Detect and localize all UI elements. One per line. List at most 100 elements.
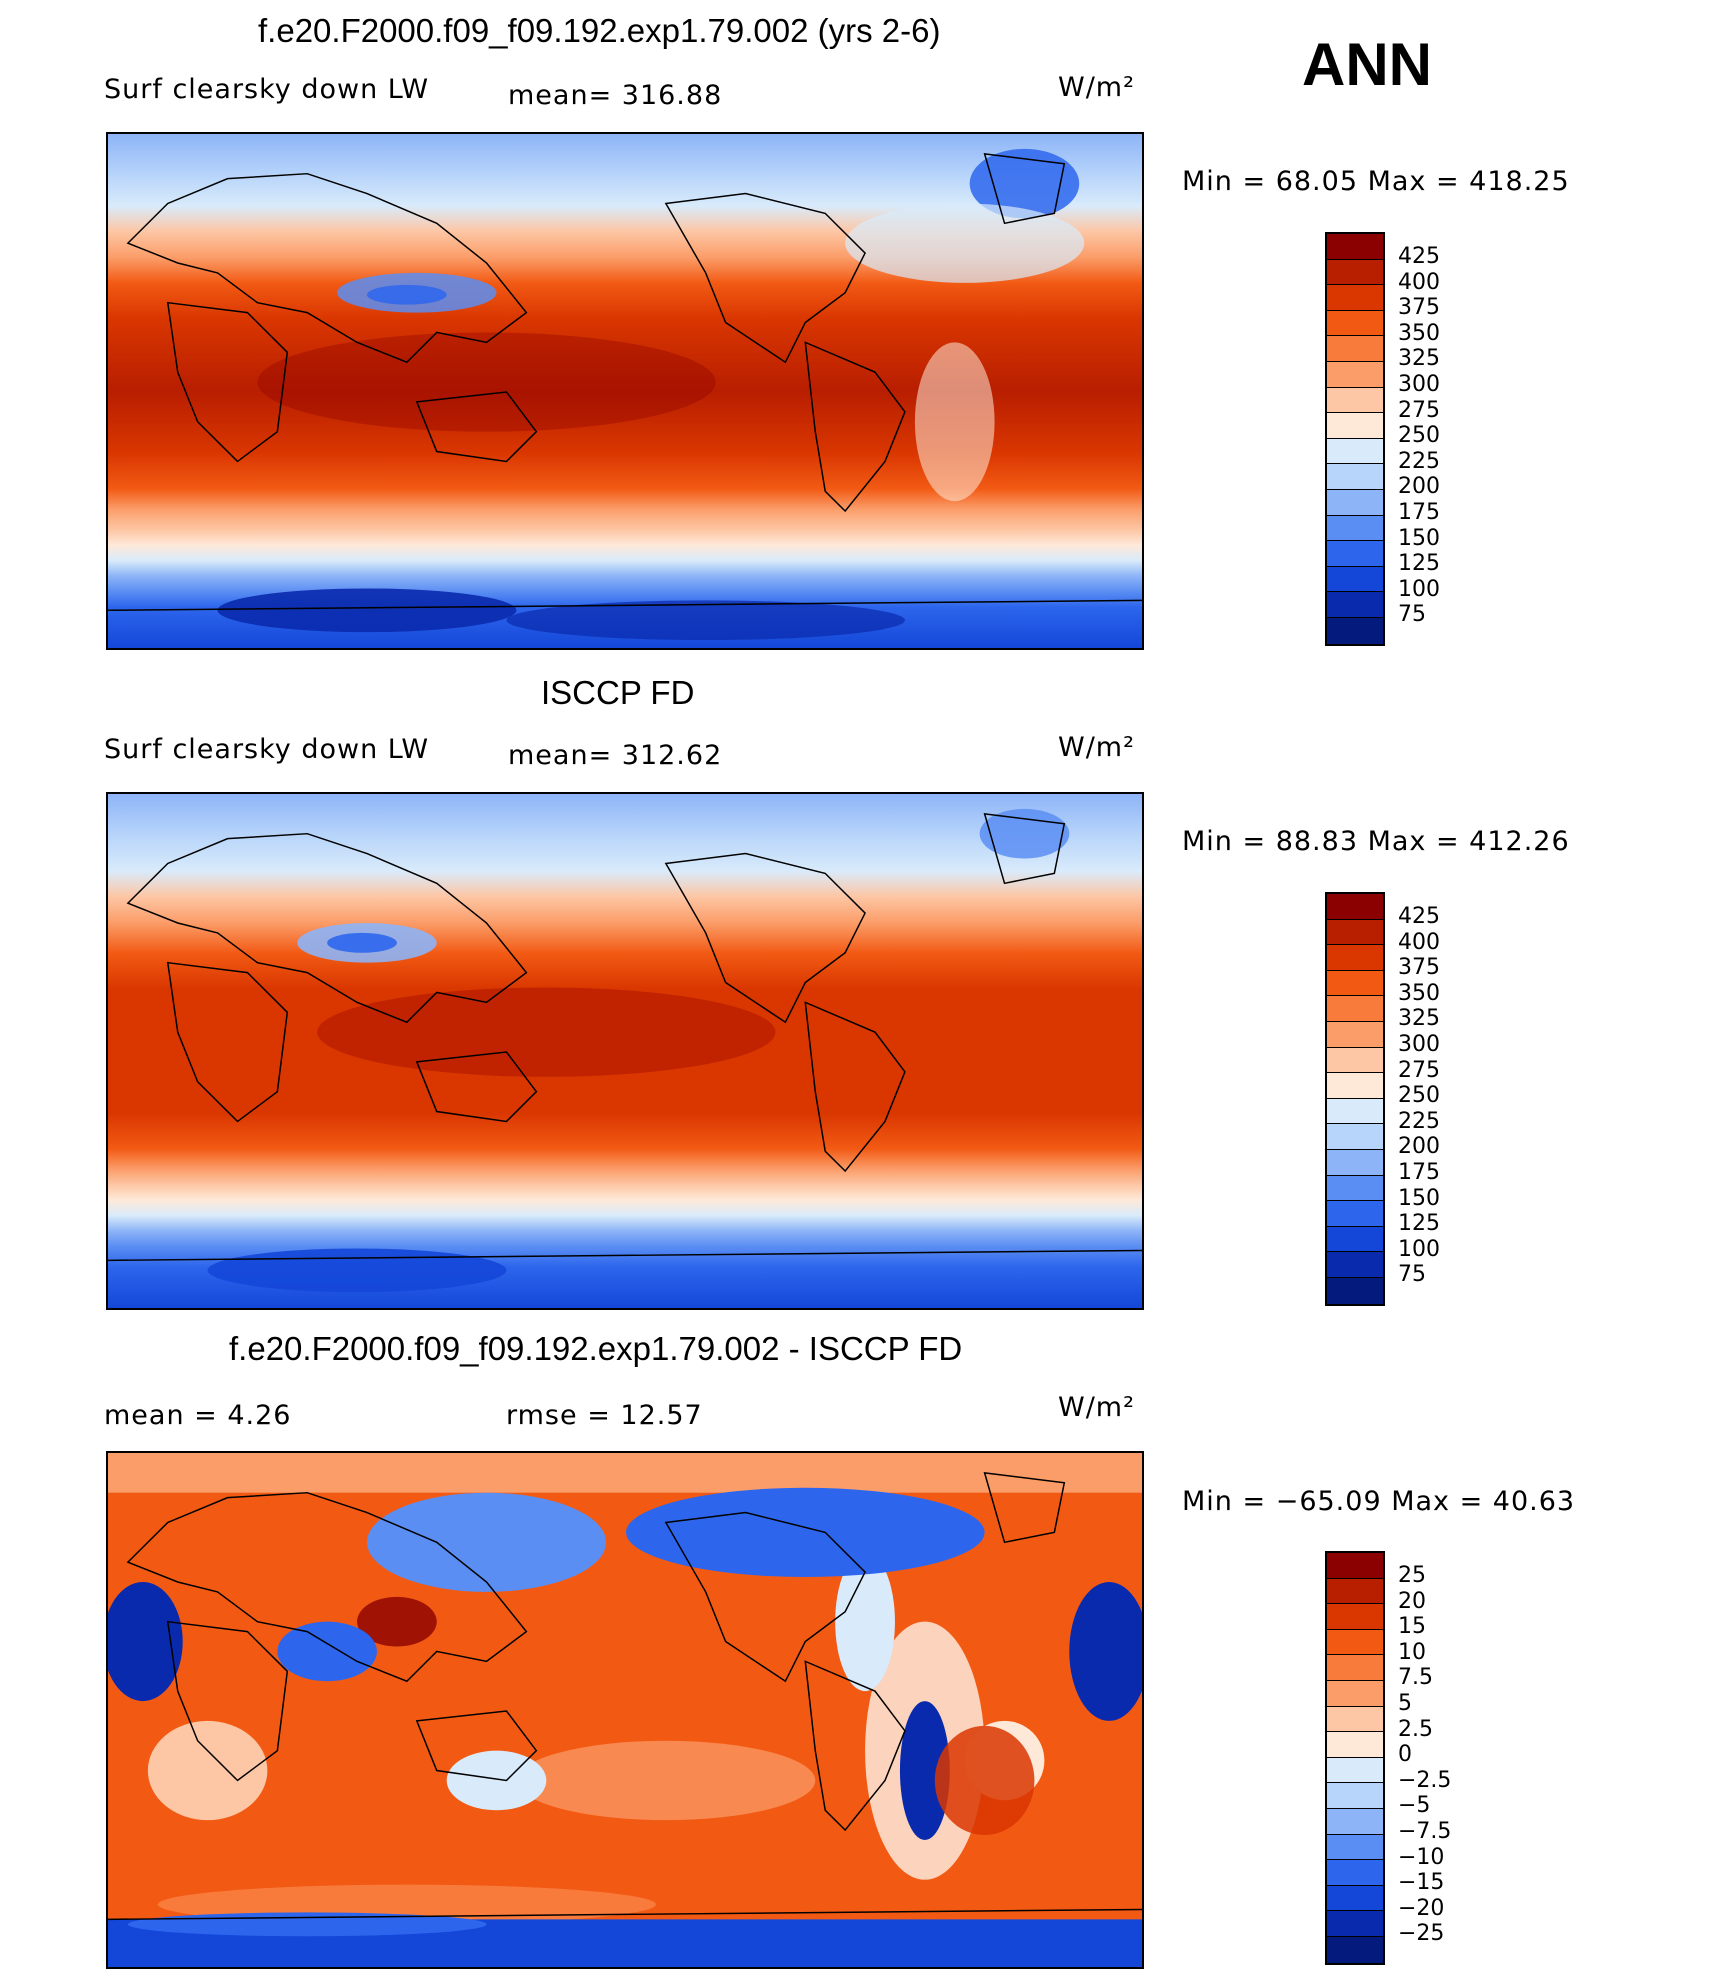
colorbar-tick-label: 125 [1398, 1211, 1440, 1237]
colorbar-tick-label: 10 [1398, 1639, 1426, 1665]
panel-2-units: W/m² [1058, 732, 1135, 763]
coastline-outlines [108, 152, 1142, 612]
colorbar-tick-label: 100 [1398, 576, 1440, 602]
colorbar-tick-label: 350 [1398, 980, 1440, 1006]
panel-3-rmse: rmse = 12.57 [506, 1400, 703, 1431]
colorbar-swatch [1327, 1021, 1383, 1048]
colorbar-swatch [1327, 1757, 1383, 1784]
colorbar-swatch [1327, 1629, 1383, 1656]
season-label: ANN [1302, 31, 1432, 98]
panel-1-field-label: Surf clearsky down LW [104, 74, 430, 105]
colorbar-tick-label: 5 [1398, 1691, 1412, 1716]
colorbar-tick-label: 325 [1398, 1006, 1440, 1032]
colorbar-swatch [1327, 1226, 1383, 1253]
colorbar-tick-label: −25 [1398, 1921, 1445, 1947]
panel-1-min-max: Min = 68.05 Max = 418.25 [1182, 166, 1570, 197]
colorbar-swatch [1327, 1553, 1383, 1579]
panel-1-mean: mean= 316.88 [508, 80, 723, 111]
colorbar-tick-label: 400 [1398, 269, 1440, 295]
colorbar-swatch [1327, 1604, 1383, 1630]
model-map [108, 134, 1142, 648]
colorbar-tick-label: 75 [1398, 602, 1426, 628]
colorbar-tick-label: 375 [1398, 295, 1440, 321]
colorbar-swatch [1327, 310, 1383, 337]
panel-3-colorbar [1325, 1551, 1385, 1965]
colorbar-swatch [1327, 1885, 1383, 1912]
colorbar-swatch [1327, 1175, 1383, 1202]
colorbar-tick-label: 200 [1398, 1134, 1440, 1160]
colorbar-swatch [1327, 1047, 1383, 1074]
colorbar-tick-label: 200 [1398, 474, 1440, 500]
colorbar-swatch [1327, 1706, 1383, 1733]
colorbar-tick-label: 150 [1398, 525, 1440, 551]
colorbar-tick-label: 350 [1398, 320, 1440, 346]
coastline-outlines [108, 1471, 1142, 1921]
colorbar-tick-label: −7.5 [1398, 1819, 1452, 1844]
colorbar-tick-label: 175 [1398, 500, 1440, 525]
colorbar-tick-label: 225 [1398, 448, 1440, 474]
panel-2-title: ISCCP FD [541, 674, 695, 711]
colorbar-tick-label: 225 [1398, 1108, 1440, 1134]
panel-3-mean: mean = 4.26 [104, 1400, 292, 1431]
colorbar-tick-label: 300 [1398, 372, 1440, 397]
colorbar-swatch [1327, 919, 1383, 946]
colorbar-tick-label: −5 [1398, 1793, 1431, 1819]
colorbar-swatch [1327, 489, 1383, 516]
difference-map [108, 1453, 1142, 1967]
colorbar-swatch [1327, 1124, 1383, 1150]
colorbar-swatch [1327, 464, 1383, 490]
colorbar-swatch [1327, 1911, 1383, 1937]
colorbar-swatch [1327, 1098, 1383, 1125]
colorbar-tick-label: 150 [1398, 1185, 1440, 1211]
colorbar-swatch [1327, 413, 1383, 439]
colorbar-tick-label: −15 [1398, 1870, 1445, 1896]
colorbar-swatch [1327, 894, 1383, 920]
colorbar-swatch [1327, 1277, 1383, 1304]
colorbar-swatch [1327, 617, 1383, 644]
colorbar-swatch [1327, 592, 1383, 618]
panel-2-map [106, 792, 1144, 1310]
panel-1-colorbar [1325, 232, 1385, 646]
colorbar-swatch [1327, 1936, 1383, 1963]
colorbar-tick-label: 425 [1398, 244, 1440, 269]
colorbar-swatch [1327, 336, 1383, 362]
colorbar-tick-label: 15 [1398, 1614, 1426, 1640]
panel-3-map [106, 1451, 1144, 1969]
colorbar-tick-label: 7.5 [1398, 1665, 1433, 1691]
panel-3-units: W/m² [1058, 1392, 1135, 1423]
colorbar-swatch [1327, 515, 1383, 542]
colorbar-tick-label: 300 [1398, 1032, 1440, 1057]
colorbar-swatch [1327, 566, 1383, 593]
colorbar-swatch [1327, 1834, 1383, 1861]
colorbar-swatch [1327, 1860, 1383, 1886]
colorbar-swatch [1327, 438, 1383, 465]
colorbar-tick-label: 425 [1398, 904, 1440, 929]
colorbar-swatch [1327, 541, 1383, 567]
panel-1-map [106, 132, 1144, 650]
colorbar-tick-label: 75 [1398, 1262, 1426, 1288]
colorbar-tick-label: 275 [1398, 1057, 1440, 1083]
colorbar-swatch [1327, 1149, 1383, 1176]
coastline-outlines [108, 812, 1142, 1262]
colorbar-tick-label: 2.5 [1398, 1716, 1433, 1742]
colorbar-swatch [1327, 1201, 1383, 1227]
colorbar-tick-label: 0 [1398, 1742, 1412, 1768]
colorbar-swatch [1327, 1578, 1383, 1605]
observation-map [108, 794, 1142, 1308]
colorbar-swatch [1327, 1252, 1383, 1278]
colorbar-swatch [1327, 970, 1383, 997]
colorbar-tick-label: 175 [1398, 1160, 1440, 1185]
colorbar-swatch [1327, 1680, 1383, 1707]
colorbar-tick-label: 275 [1398, 397, 1440, 423]
colorbar-swatch [1327, 234, 1383, 260]
colorbar-swatch [1327, 387, 1383, 414]
colorbar-tick-label: 325 [1398, 346, 1440, 372]
panel-2-min-max: Min = 88.83 Max = 412.26 [1182, 826, 1570, 857]
colorbar-swatch [1327, 1808, 1383, 1835]
colorbar-tick-label: −10 [1398, 1844, 1445, 1870]
panel-3-title: f.e20.F2000.f09_f09.192.exp1.79.002 - IS… [229, 1330, 963, 1367]
colorbar-tick-label: 250 [1398, 423, 1440, 449]
colorbar-swatch [1327, 1073, 1383, 1099]
colorbar-swatch [1327, 259, 1383, 286]
colorbar-tick-label: 375 [1398, 955, 1440, 981]
